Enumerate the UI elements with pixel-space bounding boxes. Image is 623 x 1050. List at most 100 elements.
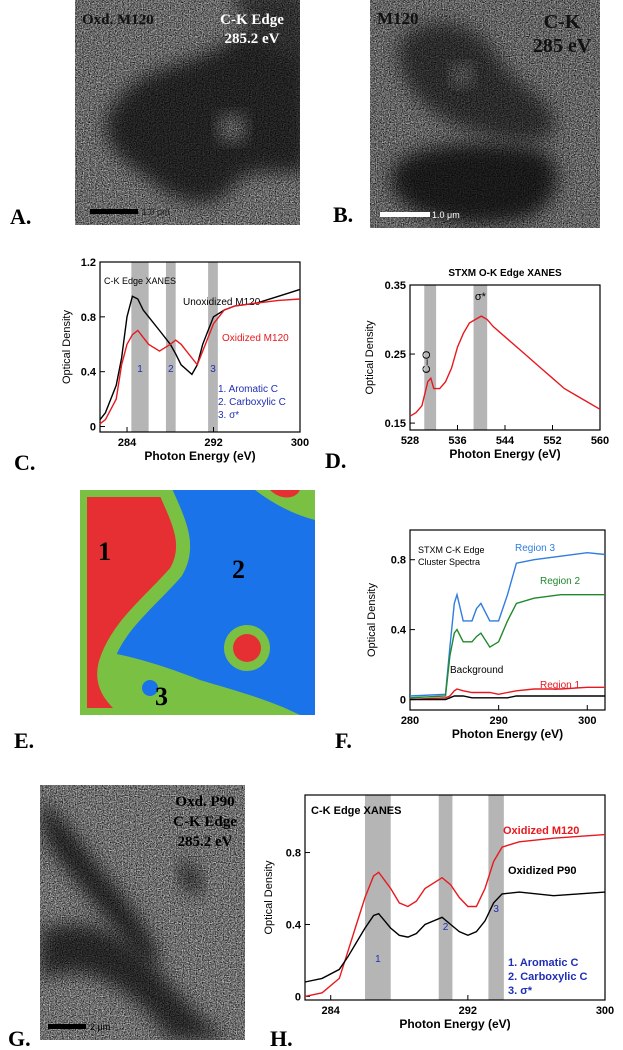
- series-label: Region 2: [540, 576, 580, 587]
- image-text: 285.2 eV: [225, 31, 280, 47]
- chart-subtitle: Cluster Spectra: [418, 557, 480, 567]
- highlight-band: [365, 795, 391, 1000]
- band-label: 1: [375, 954, 381, 965]
- scale-label: 1.0 μm: [142, 207, 170, 217]
- cluster-map: [80, 490, 315, 715]
- line-series: [409, 315, 601, 417]
- scale-bar: [380, 212, 430, 217]
- series-label: Background: [450, 665, 503, 676]
- panel-label: H.: [270, 1026, 293, 1050]
- y-tick-label: 0.35: [385, 280, 406, 292]
- panel-label: G.: [8, 1026, 31, 1050]
- highlight-band: [208, 262, 218, 432]
- note: 3. σ*: [218, 410, 239, 421]
- line-series: [410, 695, 605, 701]
- x-tick-label: 528: [401, 435, 419, 447]
- plot-frame: [304, 794, 606, 1001]
- band-label: 2: [168, 364, 174, 375]
- panel-label: C.: [14, 450, 35, 475]
- band-label: 1: [137, 364, 143, 375]
- note: 1. Aromatic C: [218, 384, 278, 395]
- highlight-band: [438, 795, 453, 1000]
- x-tick-label: 552: [543, 435, 561, 447]
- line-series: [409, 686, 605, 701]
- chart-title: STXM C-K Edge: [418, 545, 485, 555]
- plot-frame: [409, 529, 606, 711]
- plot-frame: [99, 261, 301, 433]
- note: 2. Carboxylic C: [218, 397, 286, 408]
- series-label: Oxidized M120: [222, 333, 289, 344]
- image-text: C-K Edge: [173, 814, 237, 830]
- x-axis-label: Photon Energy (eV): [399, 1017, 510, 1031]
- band-label: 2: [443, 922, 449, 933]
- image-text: Oxd. M120: [82, 12, 154, 28]
- y-axis-label: Optical Density: [364, 320, 376, 394]
- panel-label: B.: [333, 202, 353, 227]
- highlight-band: [165, 262, 176, 432]
- note: 2. Carboxylic C: [508, 971, 588, 983]
- panel-label: E.: [14, 728, 34, 753]
- line-series: [304, 833, 606, 998]
- y-tick-label: 0: [400, 695, 406, 707]
- y-axis-label: Optical Density: [61, 310, 73, 384]
- x-tick-label: 536: [448, 435, 466, 447]
- highlight-band: [131, 262, 149, 432]
- panel-label: D.: [325, 448, 346, 473]
- series-label: Oxidized P90: [508, 865, 576, 877]
- line-series: [409, 551, 606, 697]
- x-tick-label: 290: [489, 715, 507, 727]
- image-text: 285 eV: [533, 35, 592, 57]
- plot-frame: [409, 284, 601, 431]
- x-axis-label: Photon Energy (eV): [144, 449, 255, 463]
- y-tick-label: 0.8: [286, 848, 301, 860]
- y-tick-label: 0.4: [391, 625, 407, 637]
- x-tick-label: 284: [322, 1005, 341, 1017]
- micrograph-g: [40, 785, 245, 1040]
- band-label: C–O: [421, 350, 433, 373]
- note: 3. σ*: [508, 985, 533, 997]
- x-tick-label: 300: [578, 715, 596, 727]
- chart-title: C-K Edge XANES: [311, 805, 401, 817]
- series-label: Region 3: [515, 543, 555, 554]
- micrograph-b: [370, 0, 600, 228]
- scale-bar: [90, 209, 138, 214]
- image-text: C-K Edge: [220, 12, 284, 28]
- line-series: [409, 594, 605, 699]
- image-text: 285.2 eV: [178, 834, 233, 850]
- panel-label: A.: [10, 204, 31, 229]
- region-label: 3: [155, 682, 168, 711]
- x-tick-label: 280: [401, 715, 419, 727]
- y-tick-label: 0.8: [391, 555, 406, 567]
- y-tick-label: 0: [90, 422, 96, 434]
- region-label: 1: [98, 537, 111, 566]
- scale-label: 1.0 μm: [432, 210, 460, 220]
- panel-label: F.: [335, 728, 352, 753]
- x-axis-label: Photon Energy (eV): [449, 447, 560, 461]
- image-text: M120: [377, 9, 419, 28]
- x-tick-label: 544: [496, 435, 515, 447]
- y-tick-label: 0.8: [81, 312, 96, 324]
- scale-bar: [48, 1024, 86, 1029]
- highlight-band: [488, 795, 504, 1000]
- x-tick-label: 300: [291, 437, 309, 449]
- line-series: [304, 891, 606, 983]
- scale-label: 2 μm: [90, 1022, 110, 1032]
- chart-title: C-K Edge XANES: [104, 276, 176, 286]
- y-axis-label: Optical Density: [366, 583, 378, 657]
- x-axis-label: Photon Energy (eV): [452, 727, 563, 741]
- y-tick-label: 0.25: [385, 349, 406, 361]
- chart-title: STXM O-K Edge XANES: [448, 268, 562, 279]
- note: 1. Aromatic C: [508, 957, 579, 969]
- x-tick-label: 560: [591, 435, 609, 447]
- highlight-band: [473, 285, 488, 430]
- image-text: Oxd. P90: [175, 794, 234, 810]
- highlight-band: [424, 285, 437, 430]
- series-label: Oxidized M120: [503, 825, 579, 837]
- y-tick-label: 0.4: [81, 367, 97, 379]
- band-label: σ*: [475, 291, 487, 303]
- x-tick-label: 292: [204, 437, 222, 449]
- series-label: Unoxidized M120: [183, 297, 261, 308]
- line-series: [99, 298, 301, 425]
- x-tick-label: 292: [459, 1005, 477, 1017]
